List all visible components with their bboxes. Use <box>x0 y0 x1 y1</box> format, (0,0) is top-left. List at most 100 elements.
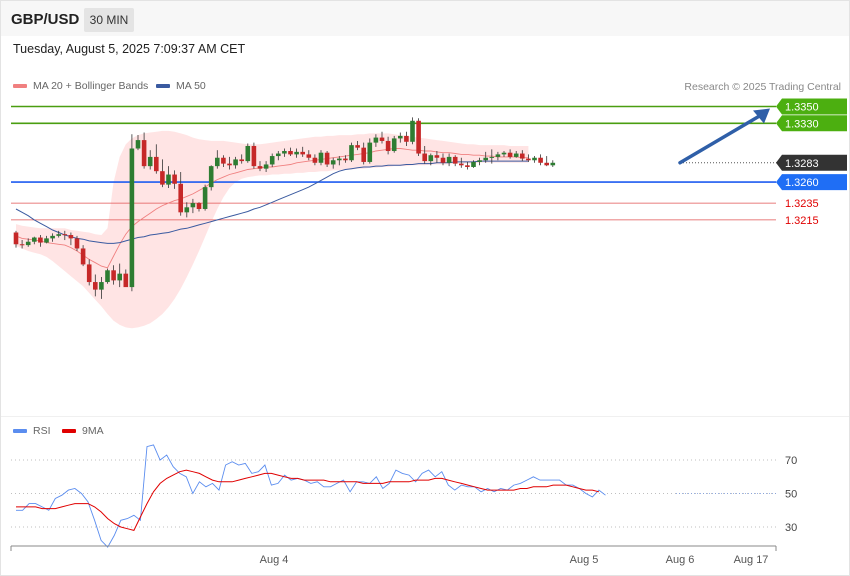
candle-body <box>25 241 31 246</box>
legend-ma20-label: MA 20 + Bollinger Bands <box>33 80 149 92</box>
candle-body <box>428 155 434 162</box>
candle-body <box>312 157 318 163</box>
legend-ma20: MA 20 + Bollinger Bands <box>13 80 148 92</box>
candle-body <box>257 166 263 169</box>
candle-body <box>282 151 287 154</box>
level-tag-1.3283 <box>776 154 847 171</box>
forecast-arrow-line <box>678 112 764 165</box>
level-tag-1.3260 <box>776 174 847 191</box>
candle-body <box>452 156 458 164</box>
candle-body <box>483 157 488 161</box>
rsi-level-label-70: 70 <box>785 455 797 467</box>
timeframe-button[interactable]: 30 MIN <box>84 8 134 32</box>
9ma-swatch <box>62 429 76 433</box>
credit-label: Research © 2025 Trading Central <box>684 81 841 93</box>
level-label-1.3330: 1.3330 <box>785 118 819 130</box>
candle-body <box>135 140 141 149</box>
candle-body <box>538 157 543 163</box>
candle-body <box>68 235 74 239</box>
ma20-swatch <box>13 84 27 88</box>
candle-body <box>477 160 482 162</box>
candle-body <box>337 158 342 161</box>
candle-body <box>300 151 305 155</box>
candle-body <box>105 270 110 283</box>
x-tick-label: Aug 6 <box>666 554 695 566</box>
candle-body <box>544 162 549 166</box>
candle-body <box>507 152 513 157</box>
chart-header: GBP/USD 30 MIN <box>1 1 849 36</box>
candle-body <box>178 183 183 213</box>
datetime-label: Tuesday, August 5, 2025 7:09:37 AM CET <box>13 42 246 56</box>
candle-body <box>251 145 257 167</box>
rsi-swatch <box>13 429 27 433</box>
candle-body <box>141 140 147 167</box>
candle-body <box>550 162 556 166</box>
candle-body <box>190 203 196 208</box>
legend-ma50-label: MA 50 <box>176 80 206 92</box>
level-label-1.3260: 1.3260 <box>785 177 819 189</box>
legend-ma50: MA 50 <box>156 80 206 92</box>
candle-body <box>233 159 238 166</box>
candle-body <box>123 273 129 288</box>
candle-body <box>172 174 177 184</box>
candle-body <box>440 157 446 163</box>
rsi-level-label-30: 30 <box>785 522 797 534</box>
candle-body <box>324 152 330 165</box>
candle-body <box>361 147 366 162</box>
ma20-line <box>15 148 529 269</box>
candle-body <box>495 154 501 157</box>
candle-body <box>355 145 360 148</box>
candle-body <box>117 273 122 281</box>
level-label-1.3215: 1.3215 <box>785 215 819 227</box>
candle-body <box>227 163 232 166</box>
candle-body <box>489 156 495 158</box>
candle-body <box>111 270 116 281</box>
candle-body <box>166 174 171 185</box>
candle-body <box>44 238 49 243</box>
level-label-1.3350: 1.3350 <box>785 102 819 114</box>
candle-body <box>410 120 415 142</box>
candle-body <box>288 151 293 155</box>
candle-body <box>80 248 86 265</box>
candle-body <box>459 163 464 166</box>
candle-body <box>19 244 25 246</box>
candle-body <box>221 157 226 164</box>
candle-body <box>86 264 92 283</box>
candle-body <box>154 156 159 172</box>
candle-body <box>245 145 251 162</box>
candle-body <box>263 164 269 169</box>
candle-body <box>276 153 281 157</box>
x-tick-label: Aug 4 <box>260 554 289 566</box>
candle-body <box>129 148 135 288</box>
candle-body <box>62 234 68 236</box>
rsi-ma-line <box>16 469 600 531</box>
candle-body <box>465 165 470 167</box>
level-tag-1.3350 <box>776 98 847 115</box>
candle-body <box>446 156 452 163</box>
candle-body <box>306 154 312 158</box>
legend-rsi-label: RSI <box>33 425 51 437</box>
candle-body <box>294 151 299 155</box>
candle-body <box>269 156 275 165</box>
candle-body <box>196 203 202 209</box>
candle-body <box>513 153 519 157</box>
candle-body <box>184 207 190 213</box>
candle-body <box>56 234 61 236</box>
candle-body <box>74 238 80 249</box>
candle-body <box>32 237 37 242</box>
level-label-1.3235: 1.3235 <box>785 198 819 210</box>
candle-body <box>50 235 55 239</box>
candle-body <box>422 153 427 162</box>
candle-body <box>330 160 336 165</box>
candle-body <box>13 232 19 245</box>
candle-body <box>526 158 531 161</box>
symbol-label: GBP/USD <box>11 11 80 28</box>
forecast-arrow-head <box>753 108 770 124</box>
rsi-level-label-50: 50 <box>785 489 797 501</box>
candle-body <box>160 171 165 185</box>
rsi-line <box>16 444 606 548</box>
candle-body <box>471 161 476 167</box>
candle-body <box>208 166 214 188</box>
candle-body <box>520 153 525 159</box>
